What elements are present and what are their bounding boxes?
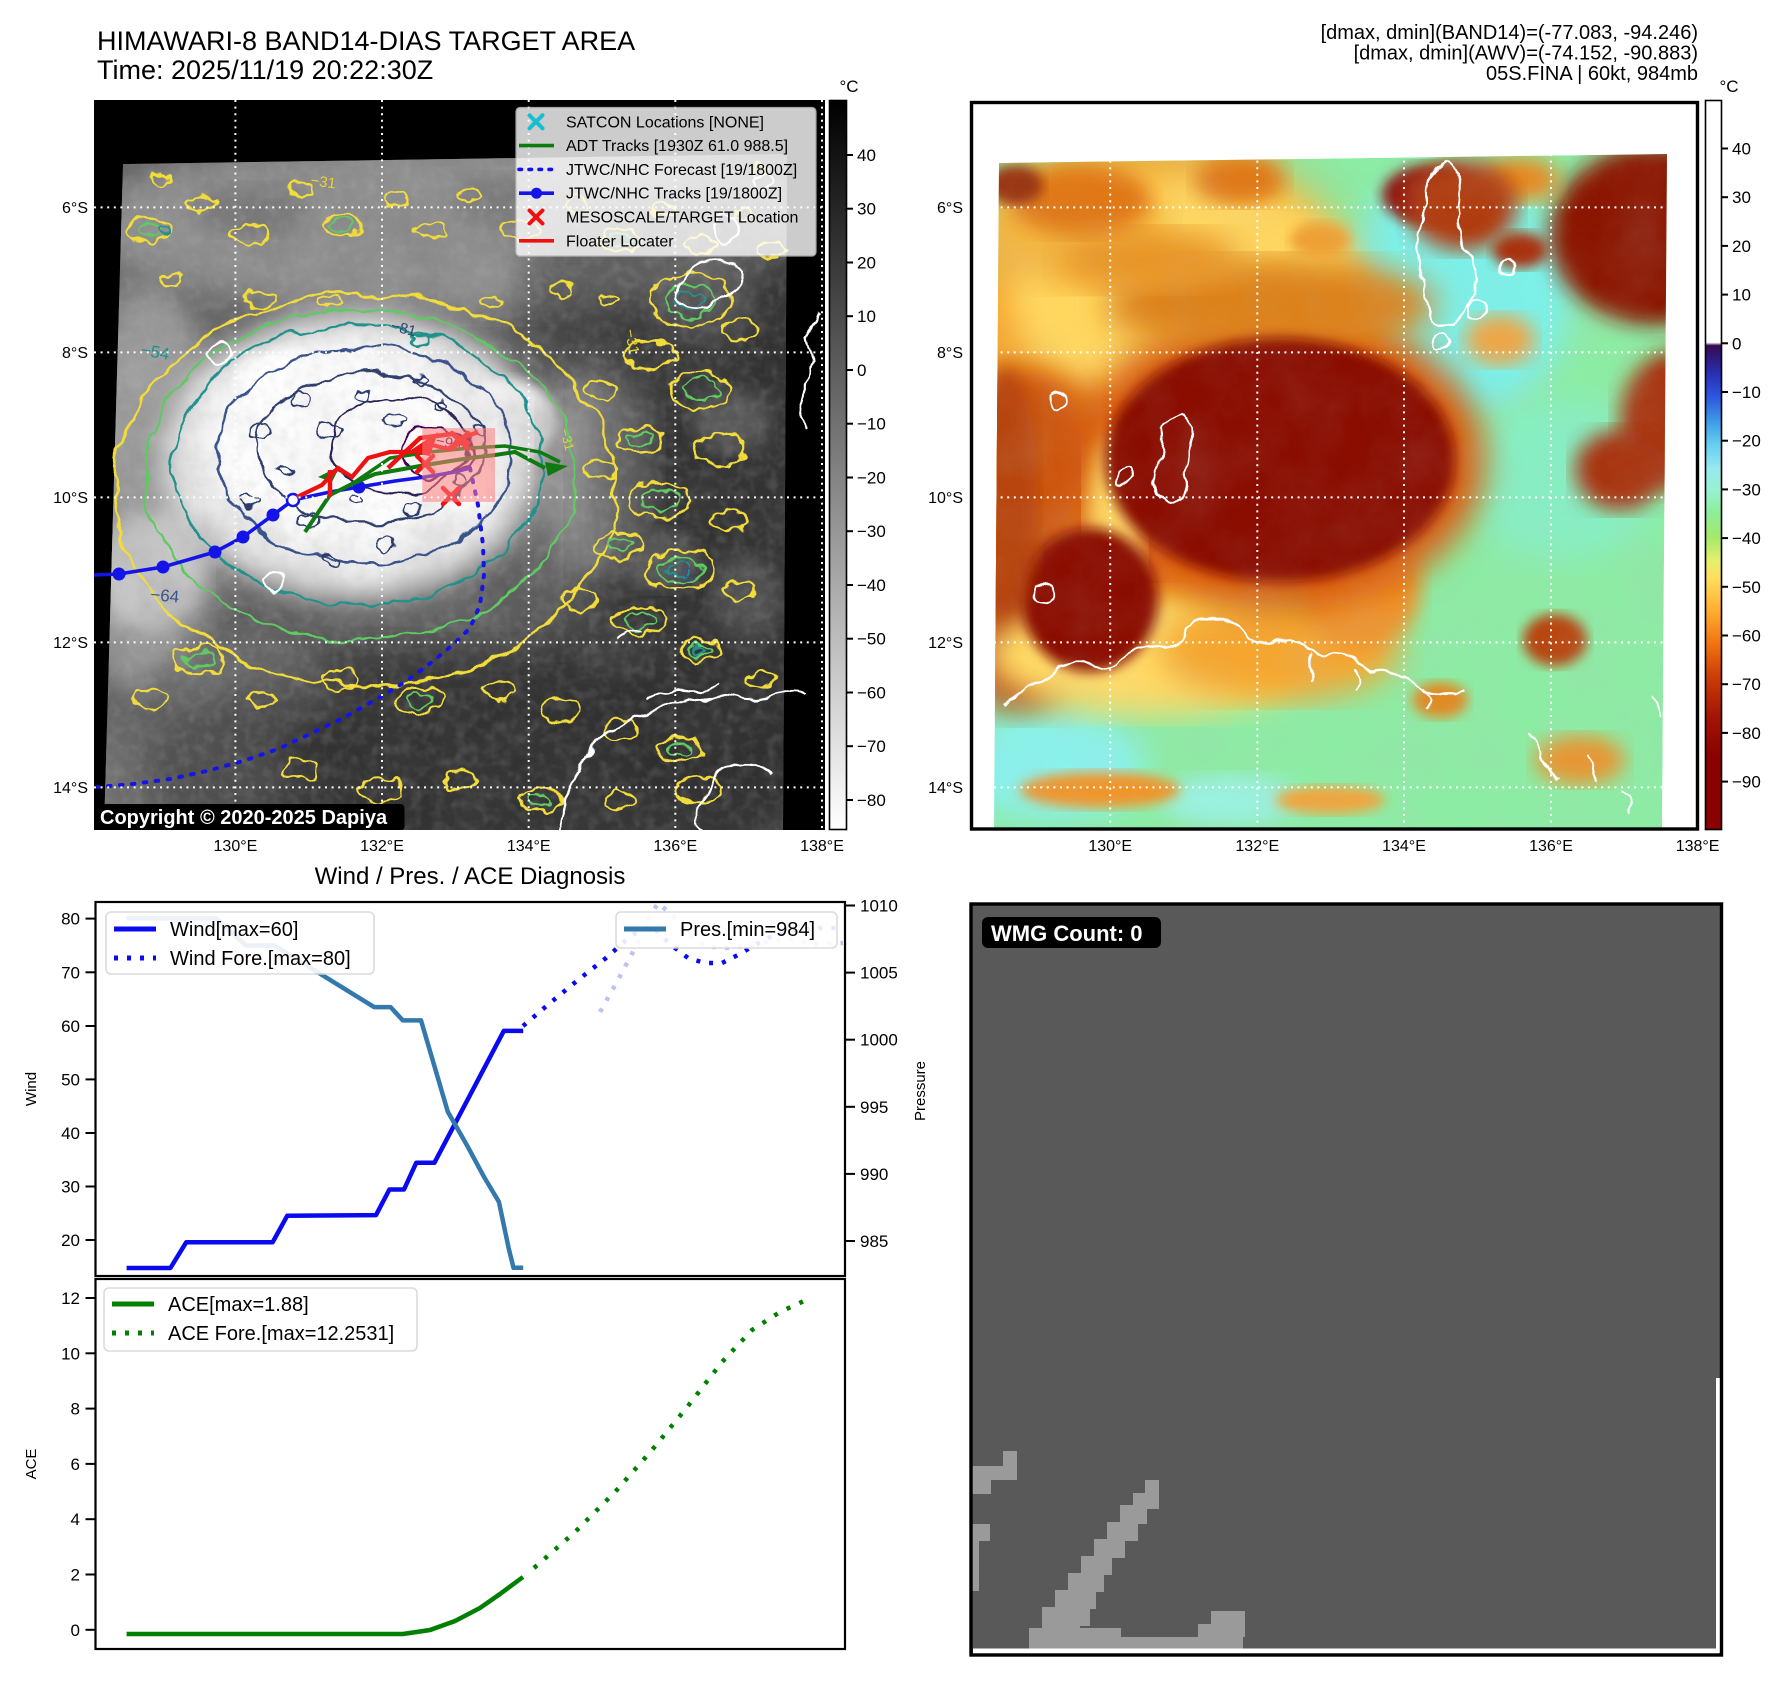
svg-text:2: 2 [71, 1566, 80, 1585]
svg-text:−31: −31 [309, 172, 337, 192]
svg-text:ACE[max=1.88]: ACE[max=1.88] [168, 1294, 309, 1316]
svg-text:Wind / Pres. / ACE Diagnosis: Wind / Pres. / ACE Diagnosis [315, 863, 626, 890]
svg-text:0: 0 [71, 1621, 80, 1640]
svg-text:20: 20 [61, 1231, 80, 1250]
svg-text:40: 40 [857, 146, 876, 165]
svg-text:−31: −31 [557, 427, 577, 452]
svg-text:−20: −20 [1732, 432, 1761, 451]
svg-text:Wind Fore.[max=80]: Wind Fore.[max=80] [170, 948, 351, 970]
svg-text:−64: −64 [677, 558, 697, 584]
svg-text:−90: −90 [1732, 773, 1761, 792]
svg-text:6: 6 [71, 1455, 80, 1474]
svg-text:ACE: ACE [23, 1449, 40, 1480]
svg-text:−70: −70 [857, 737, 886, 756]
svg-text:MESOSCALE/TARGET Location: MESOSCALE/TARGET Location [566, 210, 798, 227]
svg-text:990: 990 [860, 1165, 888, 1184]
svg-text:−30: −30 [1732, 480, 1761, 499]
svg-text:985: 985 [860, 1232, 888, 1251]
svg-text:50: 50 [61, 1070, 80, 1089]
svg-text:134°E: 134°E [1382, 838, 1426, 855]
svg-text:−10: −10 [857, 415, 886, 434]
svg-text:60: 60 [61, 1017, 80, 1036]
svg-text:10: 10 [1732, 286, 1751, 305]
svg-text:132°E: 132°E [360, 838, 404, 855]
svg-text:Time: 2025/11/19 20:22:30Z: Time: 2025/11/19 20:22:30Z [97, 55, 433, 85]
svg-text:°C: °C [839, 77, 858, 96]
svg-text:130°E: 130°E [1088, 838, 1132, 855]
svg-text:8°S: 8°S [937, 345, 963, 362]
svg-text:10°S: 10°S [928, 490, 963, 507]
svg-text:14°S: 14°S [53, 780, 88, 797]
svg-text:−70: −70 [1732, 675, 1761, 694]
svg-text:40: 40 [1732, 140, 1751, 159]
svg-text:4: 4 [71, 1510, 80, 1529]
svg-text:0: 0 [857, 361, 866, 380]
svg-text:8: 8 [71, 1400, 80, 1419]
svg-text:Pres.[min=984]: Pres.[min=984] [680, 919, 815, 941]
svg-text:ADT Tracks [1930Z 61.0 988.5]: ADT Tracks [1930Z 61.0 988.5] [566, 138, 788, 155]
svg-text:138°E: 138°E [1676, 838, 1720, 855]
svg-text:−50: −50 [1732, 578, 1761, 597]
svg-text:[dmax, dmin](AWV)=(-74.152, -9: [dmax, dmin](AWV)=(-74.152, -90.883) [1354, 43, 1698, 65]
svg-text:134°E: 134°E [507, 838, 551, 855]
svg-text:−64: −64 [150, 585, 180, 606]
svg-text:−40: −40 [1732, 529, 1761, 548]
svg-text:−60: −60 [1732, 627, 1761, 646]
svg-text:HIMAWARI-8 BAND14-DIAS TARGET: HIMAWARI-8 BAND14-DIAS TARGET AREA [97, 26, 635, 56]
svg-text:80: 80 [61, 910, 80, 929]
svg-text:Floater Locater: Floater Locater [566, 233, 674, 250]
svg-text:1005: 1005 [860, 964, 898, 983]
svg-text:−81: −81 [389, 317, 418, 340]
svg-text:SATCON Locations [NONE]: SATCON Locations [NONE] [566, 114, 764, 131]
svg-text:JTWC/NHC Tracks [19/1800Z]: JTWC/NHC Tracks [19/1800Z] [566, 186, 782, 203]
svg-text:0: 0 [1732, 334, 1741, 353]
svg-text:−10: −10 [1732, 383, 1761, 402]
svg-text:130°E: 130°E [214, 838, 258, 855]
svg-text:Copyright © 2020-2025 Dapiya: Copyright © 2020-2025 Dapiya [100, 807, 388, 829]
svg-text:10: 10 [857, 307, 876, 326]
svg-text:6°S: 6°S [62, 200, 88, 217]
svg-text:12°S: 12°S [53, 635, 88, 652]
svg-text:−30: −30 [857, 522, 886, 541]
svg-text:132°E: 132°E [1235, 838, 1279, 855]
svg-text:12: 12 [61, 1289, 80, 1308]
svg-text:30: 30 [61, 1178, 80, 1197]
svg-text:995: 995 [860, 1098, 888, 1117]
svg-text:−31: −31 [621, 328, 642, 356]
svg-text:1010: 1010 [860, 897, 898, 916]
svg-text:JTWC/NHC Forecast [19/1800Z]: JTWC/NHC Forecast [19/1800Z] [566, 162, 797, 179]
svg-text:−80: −80 [857, 791, 886, 810]
svg-text:70: 70 [61, 963, 80, 982]
svg-text:Wind: Wind [23, 1072, 40, 1106]
svg-text:Pressure: Pressure [912, 1061, 929, 1121]
svg-text:136°E: 136°E [653, 838, 697, 855]
svg-text:10°S: 10°S [53, 490, 88, 507]
svg-text:40: 40 [61, 1124, 80, 1143]
svg-text:−80: −80 [1732, 724, 1761, 743]
svg-text:Wind[max=60]: Wind[max=60] [170, 919, 298, 941]
svg-text:10: 10 [61, 1344, 80, 1363]
svg-text:−20: −20 [857, 469, 886, 488]
svg-text:12°S: 12°S [928, 635, 963, 652]
svg-text:[dmax, dmin](BAND14)=(-77.083,: [dmax, dmin](BAND14)=(-77.083, -94.246) [1321, 22, 1698, 44]
svg-text:30: 30 [1732, 188, 1751, 207]
svg-text:WMG Count: 0: WMG Count: 0 [991, 921, 1143, 946]
svg-text:−50: −50 [857, 630, 886, 649]
svg-text:05S.FINA | 60kt, 984mb: 05S.FINA | 60kt, 984mb [1486, 63, 1698, 85]
svg-text:8°S: 8°S [62, 345, 88, 362]
svg-text:−40: −40 [857, 576, 886, 595]
svg-text:6°S: 6°S [937, 200, 963, 217]
svg-text:1000: 1000 [860, 1031, 898, 1050]
svg-text:ACE Fore.[max=12.2531]: ACE Fore.[max=12.2531] [168, 1323, 394, 1345]
svg-text:138°E: 138°E [800, 838, 844, 855]
svg-text:14°S: 14°S [928, 780, 963, 797]
svg-text:30: 30 [857, 200, 876, 219]
svg-text:20: 20 [857, 254, 876, 273]
svg-text:°C: °C [1719, 77, 1738, 96]
svg-text:20: 20 [1732, 237, 1751, 256]
svg-text:136°E: 136°E [1529, 838, 1573, 855]
svg-text:−60: −60 [857, 684, 886, 703]
